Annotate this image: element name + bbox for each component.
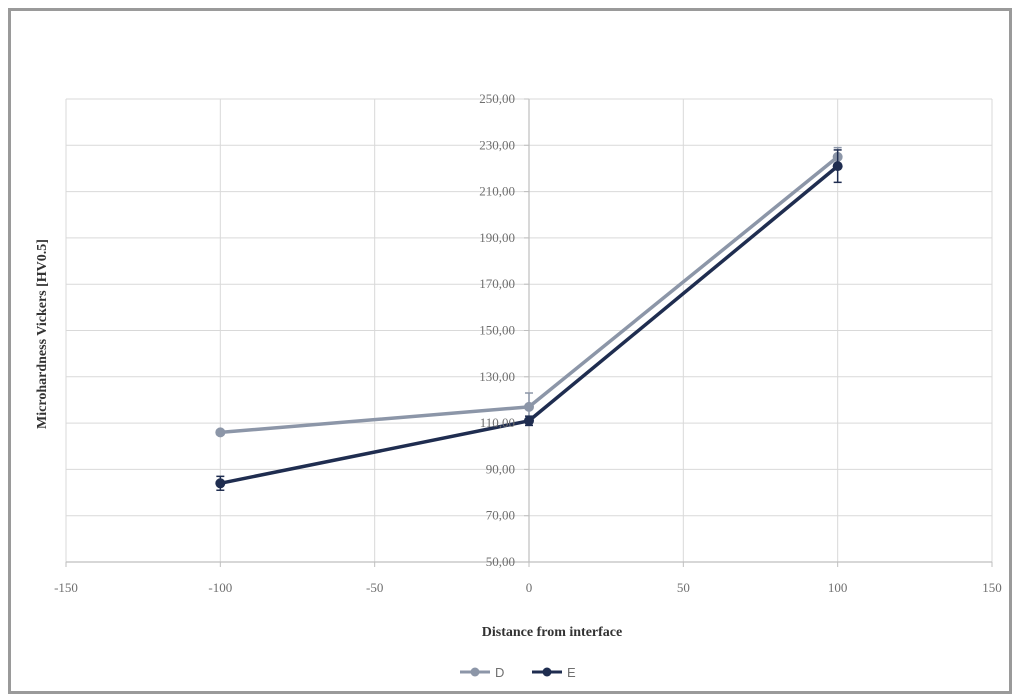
tick-labels: 50,00 70,00 90,00 110,00 130,00 150,00 170,00 1…	[54, 91, 1002, 595]
series-E	[215, 149, 843, 491]
y-tick-label: 250,00	[479, 91, 515, 106]
y-tick-label: 230,00	[479, 137, 515, 152]
data-point	[215, 427, 226, 438]
y-tick-label: 90,00	[486, 461, 515, 476]
y-axis-title: Microhardness Vickers [HV0.5]	[35, 239, 50, 429]
data-point	[832, 161, 843, 172]
data-point	[524, 401, 534, 412]
x-tick-label: -100	[208, 580, 232, 595]
legend-marker	[542, 667, 552, 677]
y-tick-label: 110,00	[480, 415, 515, 430]
data-point	[215, 478, 226, 489]
axes	[65, 98, 993, 567]
series-layer	[215, 146, 843, 491]
y-tick-label: 70,00	[486, 508, 515, 523]
x-tick-label: 100	[828, 580, 848, 595]
legend-label: D	[495, 665, 504, 680]
chart-frame	[8, 8, 1012, 694]
y-tick-label: 130,00	[479, 369, 515, 384]
legend-label: E	[567, 665, 576, 680]
legend-item-D: D	[460, 665, 504, 680]
x-tick-label: -150	[54, 580, 78, 595]
data-point	[524, 415, 534, 426]
y-tick-label: 50,00	[486, 554, 515, 569]
y-tick-label: 150,00	[479, 323, 515, 338]
x-axis-title: Distance from interface	[482, 625, 622, 640]
x-tick-label: -50	[366, 580, 383, 595]
x-tick-label: 50	[677, 580, 690, 595]
y-tick-label: 170,00	[479, 276, 515, 291]
x-tick-label: 0	[526, 580, 533, 595]
y-tick-label: 190,00	[479, 230, 515, 245]
y-tick-label: 210,00	[479, 184, 515, 199]
x-tick-label: 150	[982, 580, 1002, 595]
legend-item-E: E	[532, 665, 576, 680]
legend-marker	[470, 667, 480, 677]
